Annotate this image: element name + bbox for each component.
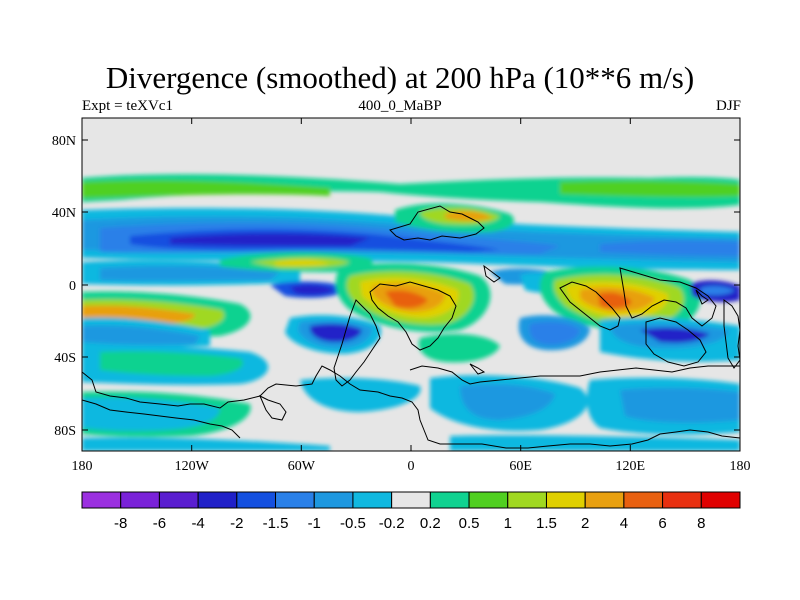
colorbar-label: 6: [658, 515, 666, 532]
colorbar-swatch: [158, 491, 199, 509]
time-period-label: 400_0_MaBP: [358, 98, 442, 114]
y-tick-label: 80S: [54, 424, 76, 439]
x-tick-label: 120E: [616, 459, 646, 474]
x-tick-label: 180: [72, 459, 93, 474]
colorbar-label: -8: [114, 515, 127, 532]
y-axis-ticks: [82, 139, 740, 431]
colorbar-swatch: [662, 491, 702, 509]
colorbar-label: 4: [620, 515, 628, 532]
colorbar-swatch: [545, 491, 586, 509]
colorbar-label: 0.5: [459, 515, 480, 532]
y-tick-label: 40N: [52, 206, 76, 221]
colorbar-label: -0.2: [379, 515, 405, 532]
season-label: DJF: [715, 98, 741, 114]
colorbar-swatch: [429, 491, 470, 509]
colorbar-label: 0.2: [420, 515, 441, 532]
colorbar-swatch: [120, 491, 160, 509]
colorbar-label: 1: [504, 515, 512, 532]
divergence-field: [82, 118, 740, 451]
colorbar-label: 2: [581, 515, 589, 532]
experiment-label: Expt = teXVc1: [82, 98, 173, 114]
colorbar-label: -2: [230, 515, 243, 532]
y-tick-label: 80N: [52, 134, 76, 149]
colorbar-swatch: [352, 491, 393, 509]
colorbar-swatch: [468, 491, 509, 509]
colorbar-swatch: [700, 491, 741, 509]
colorbar-swatch: [313, 491, 354, 509]
x-tick-label: 0: [408, 459, 415, 474]
colorbar-label: -0.5: [340, 515, 366, 532]
x-tick-label: 60W: [288, 459, 316, 474]
colorbar-label: -1.5: [263, 515, 289, 532]
colorbar-label: -4: [191, 515, 204, 532]
x-axis-ticks: [81, 118, 741, 451]
colorbar-swatch: [81, 491, 122, 509]
colorbar-swatch: [584, 491, 625, 509]
y-tick-label: 40S: [54, 351, 76, 366]
colorbar-swatch: [197, 491, 238, 509]
colorbar-swatch: [275, 491, 315, 509]
colorbar: -8 -6 -4 -2 -1.5 -1 -0.5 -0.2 0.2 0.5 1 1.5 2 4 6 8: [81, 491, 741, 532]
colorbar-swatch: [507, 491, 547, 509]
y-tick-label: 0: [69, 279, 76, 294]
x-tick-label: 120W: [175, 459, 210, 474]
colorbar-label: -1: [308, 515, 321, 532]
colorbar-label: 8: [697, 515, 705, 532]
colorbar-swatch: [623, 491, 664, 509]
colorbar-label: 1.5: [536, 515, 557, 532]
colorbar-swatch: [236, 491, 277, 509]
coastline-outlines: [82, 205, 740, 449]
x-tick-label: 60E: [509, 459, 532, 474]
colorbar-swatch: [391, 491, 431, 509]
colorbar-label: -6: [153, 515, 166, 532]
plot-title: Divergence (smoothed) at 200 hPa (10**6 …: [105, 60, 695, 95]
x-tick-label: 180: [730, 459, 751, 474]
